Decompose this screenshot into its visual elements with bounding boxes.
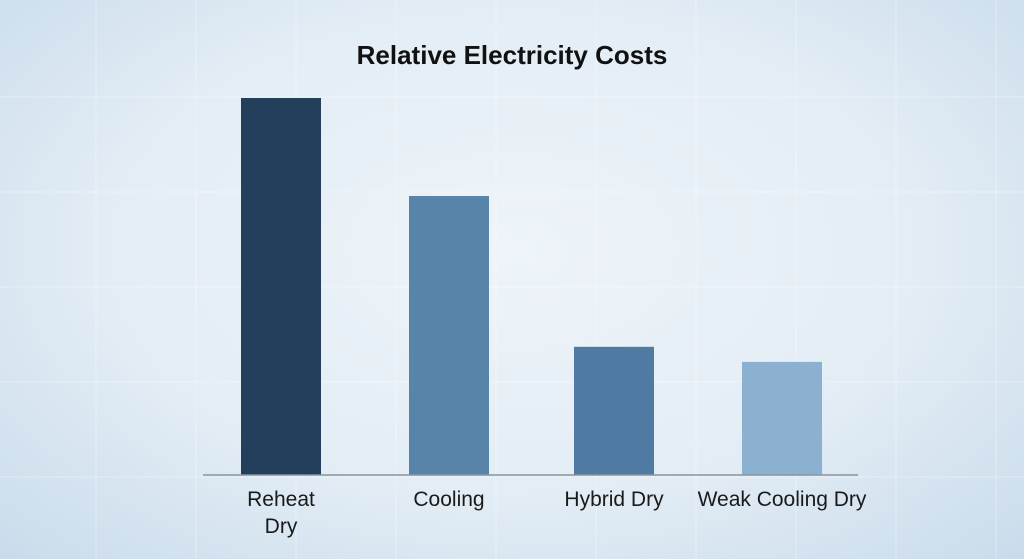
x-tick-label: Reheat Dry	[247, 488, 315, 538]
x-tick-label: Weak Cooling Dry	[698, 488, 867, 511]
x-tick-label: Cooling	[413, 488, 484, 511]
x-tick-label: Hybrid Dry	[564, 488, 664, 511]
bar-hybrid-dry	[574, 346, 654, 475]
bar-cooling	[409, 196, 489, 475]
chart-title: Relative Electricity Costs	[356, 40, 668, 70]
bar-weak-cooling-dry	[742, 361, 822, 475]
bar-reheat-dry	[241, 98, 321, 475]
